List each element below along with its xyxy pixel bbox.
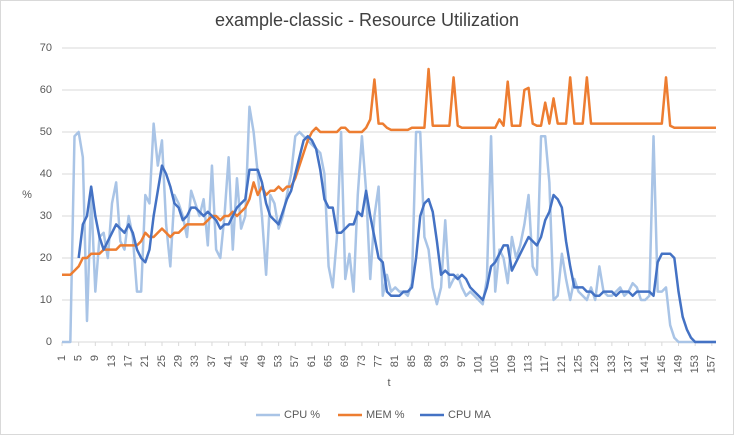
x-tick-label: 81 (389, 355, 401, 367)
legend-label: CPU MA (448, 409, 491, 421)
x-tick-label: 129 (589, 355, 601, 373)
x-tick-label: 113 (522, 355, 534, 373)
x-tick-label: 57 (289, 355, 301, 367)
legend-label: MEM % (366, 409, 405, 421)
x-tick-label: 85 (406, 355, 418, 367)
x-tick-label: 141 (639, 355, 651, 373)
x-tick-label: 49 (256, 355, 268, 367)
x-tick-label: 157 (706, 355, 718, 373)
x-tick-label: 153 (689, 355, 701, 373)
y-tick-label: 20 (40, 252, 52, 264)
x-tick-label: 45 (239, 355, 251, 367)
x-tick-label: 101 (472, 355, 484, 373)
x-tick-label: 21 (139, 355, 151, 367)
x-tick-label: 97 (456, 355, 468, 367)
x-tick-label: 33 (189, 355, 201, 367)
y-tick-label: 60 (40, 84, 52, 96)
chart-title: example-classic - Resource Utilization (215, 10, 519, 30)
x-tick-label: 109 (506, 355, 518, 373)
x-tick-label: 29 (173, 355, 185, 367)
y-tick-label: 40 (40, 168, 52, 180)
x-tick-label: 133 (606, 355, 618, 373)
x-tick-label: 25 (156, 355, 168, 367)
x-tick-label: 121 (556, 355, 568, 373)
x-tick-label: 77 (372, 355, 384, 367)
y-axis-label: % (22, 189, 32, 201)
x-tick-label: 13 (106, 355, 118, 367)
x-tick-label: 117 (539, 355, 551, 373)
y-tick-label: 10 (40, 294, 52, 306)
legend-label: CPU % (284, 409, 320, 421)
x-tick-label: 41 (223, 355, 235, 367)
x-tick-label: 105 (489, 355, 501, 373)
x-tick-label: 93 (439, 355, 451, 367)
y-tick-label: 0 (46, 336, 52, 348)
x-tick-label: 73 (356, 355, 368, 367)
y-tick-label: 50 (40, 126, 52, 138)
x-tick-label: 137 (622, 355, 634, 373)
series-line (77, 134, 716, 344)
y-tick-label: 70 (40, 42, 52, 54)
x-tick-label: 17 (123, 355, 135, 367)
x-tick-label: 1 (56, 355, 68, 361)
x-tick-label: 37 (206, 355, 218, 367)
y-tick-label: 30 (40, 210, 52, 222)
x-tick-label: 65 (323, 355, 335, 367)
x-tick-label: 5 (73, 355, 85, 361)
x-axis-label: t (387, 377, 390, 389)
x-tick-label: 9 (89, 355, 101, 361)
x-tick-label: 89 (422, 355, 434, 367)
x-tick-label: 149 (672, 355, 684, 373)
series-line (62, 105, 716, 344)
x-tick-label: 69 (339, 355, 351, 367)
x-tick-label: 53 (273, 355, 285, 367)
x-tick-label: 61 (306, 355, 318, 367)
series-line (62, 67, 716, 277)
x-tick-label: 125 (572, 355, 584, 373)
x-tick-label: 145 (656, 355, 668, 373)
